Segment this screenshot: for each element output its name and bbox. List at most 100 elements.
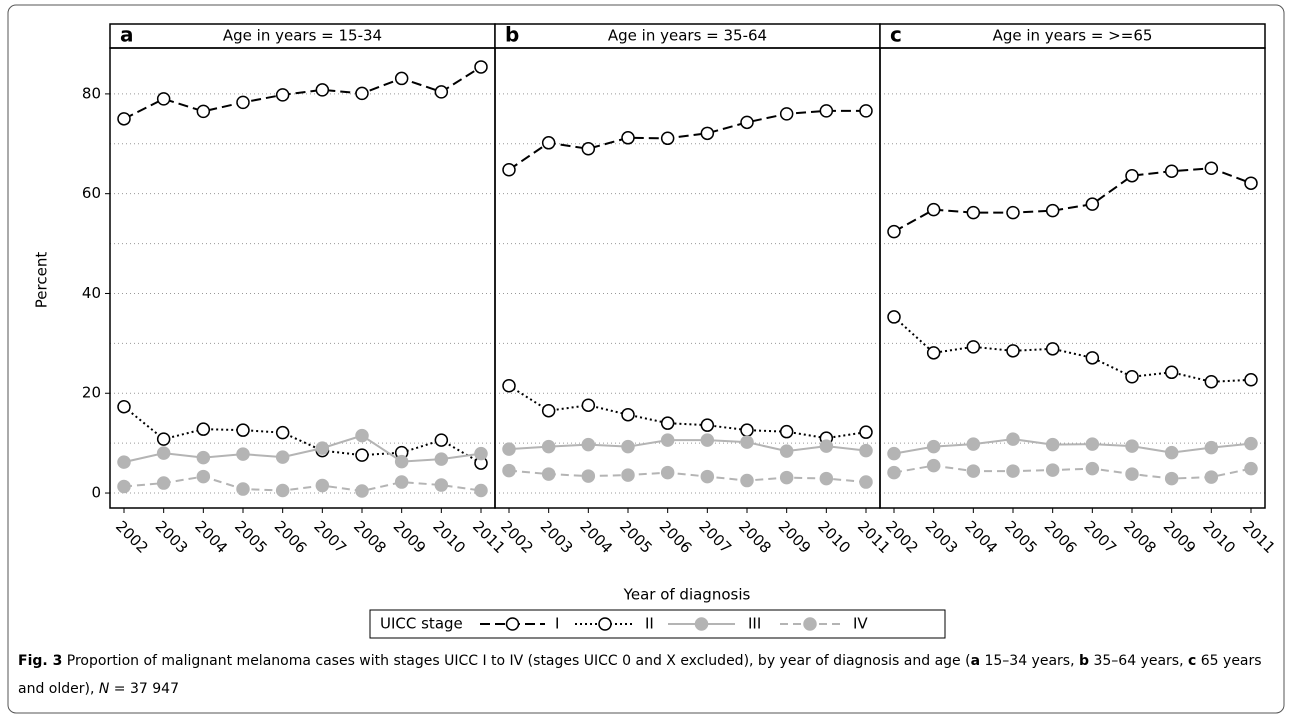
- legend-box: [369, 609, 946, 639]
- panel-title: Age in years = 15-34: [223, 27, 382, 45]
- data-point: [117, 112, 131, 126]
- data-point: [819, 471, 834, 486]
- data-point: [581, 437, 596, 452]
- data-point: [1244, 176, 1258, 190]
- data-point: [394, 454, 409, 469]
- data-point: [1085, 351, 1100, 365]
- data-point: [660, 465, 675, 480]
- data-point: [156, 476, 171, 490]
- x-tick-label: 2010: [814, 517, 854, 557]
- data-point: [156, 92, 171, 106]
- data-point: [1204, 161, 1219, 175]
- data-point: [887, 465, 901, 480]
- x-tick-label: 2003: [152, 517, 192, 557]
- panel-header: [494, 23, 881, 49]
- x-axis-title: Year of diagnosis: [623, 586, 751, 604]
- data-point: [474, 446, 488, 461]
- data-point: [1244, 373, 1258, 387]
- x-tick-label: 2011: [1239, 517, 1279, 557]
- data-point: [196, 104, 211, 119]
- data-point: [621, 407, 635, 422]
- data-point: [1164, 471, 1179, 486]
- data-point: [117, 399, 131, 414]
- y-axis-title: Percent: [33, 252, 51, 309]
- data-point: [887, 446, 901, 461]
- x-tick-label: 2006: [1041, 517, 1081, 557]
- data-point: [926, 458, 941, 473]
- data-point: [434, 85, 449, 99]
- legend-label: II: [645, 615, 654, 633]
- data-point: [1006, 432, 1020, 446]
- data-point: [1125, 467, 1139, 481]
- panel-label: c: [890, 23, 902, 47]
- data-point: [275, 425, 290, 440]
- caption: Fig. 3 Proportion of malignant melanoma …: [18, 647, 1273, 703]
- data-point: [1125, 439, 1139, 453]
- data-point: [275, 88, 290, 102]
- data-point: [315, 83, 330, 97]
- x-tick-label: 2010: [429, 517, 469, 557]
- data-point: [1204, 375, 1219, 389]
- data-point: [394, 71, 409, 86]
- y-tick-label: 0: [91, 484, 101, 502]
- series-line: [508, 439, 867, 453]
- data-point: [926, 439, 941, 454]
- data-point: [740, 435, 754, 449]
- data-point: [621, 131, 635, 145]
- data-point: [315, 478, 330, 493]
- series-line: [508, 469, 867, 484]
- series-line: [893, 167, 1252, 233]
- data-point: [1204, 470, 1219, 484]
- data-point: [355, 484, 369, 498]
- data-point: [926, 202, 941, 217]
- data-point: [541, 403, 556, 418]
- data-point: [355, 86, 369, 101]
- data-point: [434, 433, 449, 447]
- legend-marker: [694, 617, 709, 631]
- data-point: [1085, 461, 1100, 476]
- data-point: [236, 482, 250, 496]
- series-line: [123, 66, 482, 120]
- series-line: [123, 434, 482, 464]
- panel-title: Age in years = >=65: [993, 27, 1153, 45]
- caption-part: 35–64 years,: [1089, 653, 1188, 669]
- x-tick-label: 2003: [537, 517, 577, 557]
- legend-marker: [505, 617, 520, 631]
- y-tick-label: 80: [82, 84, 101, 102]
- series-line: [508, 384, 867, 440]
- data-point: [887, 310, 901, 324]
- data-point: [779, 470, 794, 485]
- data-point: [196, 469, 211, 484]
- data-point: [581, 142, 596, 156]
- data-point: [1125, 168, 1139, 183]
- data-point: [315, 441, 330, 455]
- x-tick-label: 2007: [695, 517, 735, 557]
- data-point: [355, 428, 369, 443]
- data-point: [1164, 445, 1179, 460]
- caption-part: 15–34 years,: [980, 653, 1079, 669]
- data-point: [1204, 440, 1219, 455]
- data-point: [156, 446, 171, 460]
- x-tick-label: 2005: [231, 517, 271, 557]
- data-point: [621, 439, 635, 454]
- panel-label: a: [120, 23, 134, 47]
- plot-frame: [879, 47, 1266, 509]
- legend-label: I: [555, 615, 559, 633]
- data-point: [1164, 164, 1179, 178]
- data-point: [434, 452, 449, 466]
- x-tick-label: 2009: [390, 517, 430, 557]
- data-point: [581, 469, 596, 483]
- panel-title: Age in years = 35-64: [608, 27, 767, 45]
- data-point: [819, 104, 834, 118]
- data-point: [196, 450, 211, 465]
- data-point: [740, 115, 754, 130]
- data-point: [541, 467, 556, 481]
- data-point: [1006, 464, 1020, 478]
- data-point: [502, 162, 516, 177]
- y-tick-label: 20: [82, 384, 101, 402]
- data-point: [966, 205, 981, 220]
- series-line: [893, 438, 1252, 455]
- data-point: [660, 416, 675, 430]
- data-point: [700, 418, 715, 432]
- data-point: [502, 442, 516, 456]
